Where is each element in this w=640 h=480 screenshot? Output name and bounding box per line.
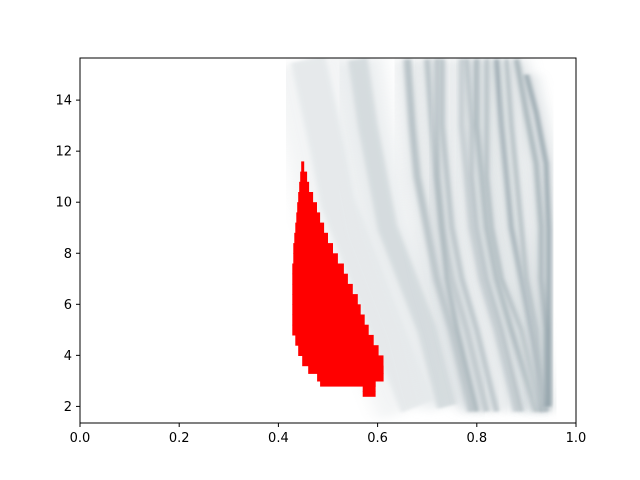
- density-band: [454, 59, 524, 414]
- highlight-region-cell: [293, 243, 333, 254]
- density-band: [267, 58, 457, 422]
- y-tick-label: 6: [64, 298, 72, 313]
- highlight-region-cell: [294, 232, 328, 244]
- x-tick-label: 0.6: [367, 431, 388, 446]
- density-band-core: [484, 59, 544, 412]
- density-band-core: [403, 59, 476, 413]
- x-tick-label: 0.0: [70, 431, 91, 446]
- density-band: [501, 58, 547, 412]
- highlight-region-cell: [295, 334, 374, 346]
- density-band-core: [524, 74, 551, 407]
- highlight-region-cell: [300, 171, 308, 183]
- highlight-region-cell: [292, 314, 365, 326]
- x-tick-label: 0.2: [169, 431, 190, 446]
- highlight-region-cell: [299, 181, 310, 193]
- highlight-region-layer: [292, 161, 384, 397]
- highlight-region-cell: [292, 294, 358, 305]
- density-band-core: [504, 59, 544, 412]
- density-band: [334, 58, 471, 413]
- y-tick-label: 2: [64, 400, 72, 415]
- x-tick-label: 0.8: [466, 431, 487, 446]
- x-tick-label: 1.0: [566, 431, 587, 446]
- density-band: [481, 59, 546, 413]
- density-band-core: [291, 58, 434, 413]
- highlight-region-cell: [302, 355, 384, 367]
- highlight-region-cell: [292, 324, 369, 336]
- highlight-region-cell: [292, 263, 344, 275]
- x-axis: 0.0 0.2 0.4 0.6 0.8 1.0: [70, 423, 587, 446]
- y-tick-label: 4: [64, 349, 72, 364]
- density-band: [436, 59, 503, 413]
- highlight-region-cell: [301, 161, 305, 173]
- highlight-region-cell: [292, 273, 348, 285]
- density-band: [521, 73, 554, 407]
- y-tick-label: 8: [64, 247, 72, 262]
- y-axis: 2 4 6 8 10 12 14: [55, 94, 80, 415]
- highlight-region-cell: [362, 391, 376, 397]
- plot-area: [79, 57, 577, 424]
- highlight-region-cell: [297, 202, 317, 213]
- plot-frame: [79, 57, 577, 424]
- highlight-region-cell: [362, 386, 376, 392]
- highlight-region-cell: [292, 304, 361, 316]
- heatmap-layer: [267, 58, 554, 422]
- density-band-core: [439, 59, 500, 413]
- y-tick-label: 14: [55, 94, 72, 109]
- highlight-region-cell: [295, 222, 325, 234]
- highlight-region-cell: [317, 373, 384, 382]
- streak-layer: [505, 161, 550, 412]
- x-tick-label: 0.4: [268, 431, 289, 446]
- highlight-region-cell: [292, 283, 353, 295]
- y-tick-label: 12: [55, 145, 72, 160]
- highlight-region-cell: [293, 253, 338, 265]
- density-band: [398, 58, 481, 414]
- highlight-region-cell: [308, 365, 384, 374]
- density-band-core: [348, 58, 457, 409]
- highlight-region-cell: [298, 345, 379, 356]
- density-band: [490, 58, 553, 413]
- density-band-core: [458, 59, 520, 413]
- density-band-core: [474, 59, 539, 413]
- y-tick-label: 10: [55, 196, 72, 211]
- highlight-region-cell: [298, 192, 314, 203]
- highlight-region-cell: [296, 212, 321, 224]
- density-band: [470, 59, 542, 414]
- density-band-core: [494, 59, 549, 412]
- highlight-region-cell: [320, 380, 376, 387]
